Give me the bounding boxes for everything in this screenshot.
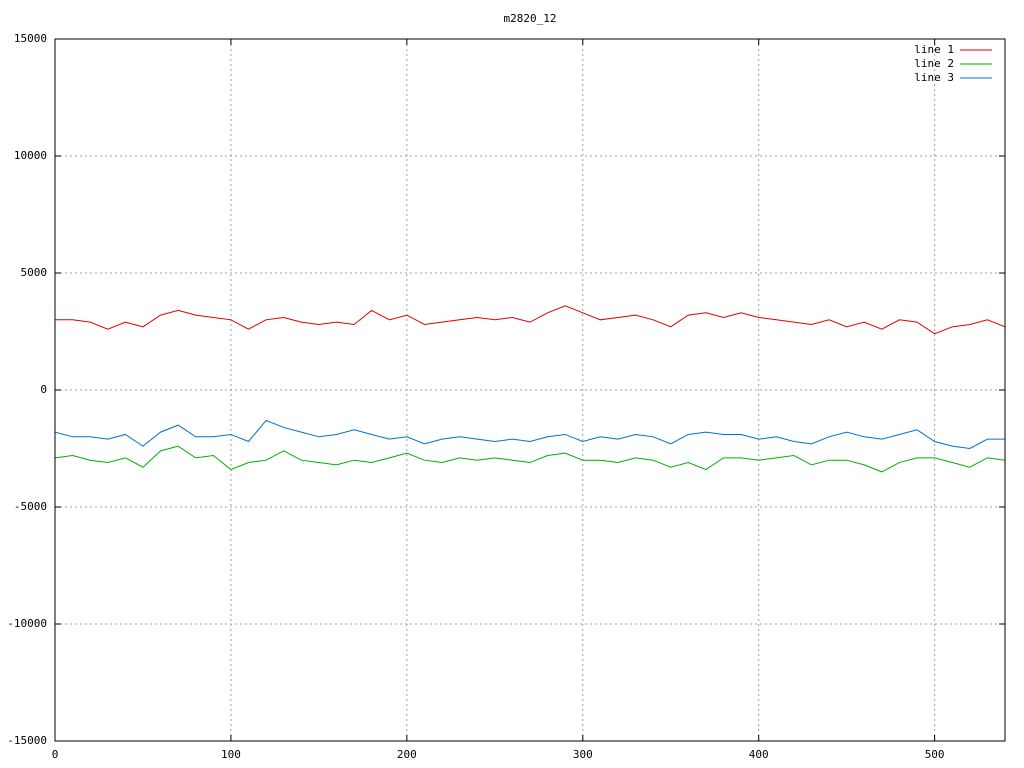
x-tick-label: 200: [397, 748, 417, 761]
y-tick-label: -5000: [14, 500, 47, 513]
x-tick-label: 400: [749, 748, 769, 761]
y-tick-label: -10000: [7, 617, 47, 630]
y-tick-label: 0: [40, 383, 47, 396]
y-tick-label: -15000: [7, 734, 47, 747]
plot-border: [54, 38, 1006, 742]
y-tick-label: 15000: [14, 32, 47, 45]
y-tick-label: 10000: [14, 149, 47, 162]
legend-label: line 2: [914, 57, 954, 70]
series-line: [54, 419, 1005, 450]
legend-label: line 3: [914, 71, 954, 84]
x-tick-label: 300: [573, 748, 593, 761]
chart-title: m2820_12: [504, 12, 557, 25]
series-line: [54, 445, 1006, 473]
x-tick-label: 100: [221, 748, 241, 761]
x-tick-label: 0: [52, 748, 59, 761]
x-tick-label: 500: [925, 748, 945, 761]
y-tick-label: 5000: [21, 266, 48, 279]
series-line: [55, 305, 1006, 335]
legend-label: line 1: [914, 43, 954, 56]
